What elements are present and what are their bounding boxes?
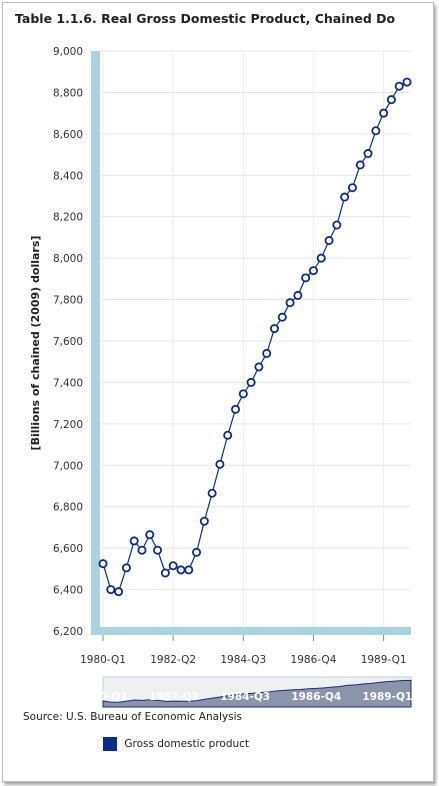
navigator-label: 1980-Q1 [78,691,128,703]
legend-label: Gross domestic product [124,738,250,750]
navigator-label: 1986-Q4 [291,691,341,703]
y-tick-label: 8,600 [53,129,83,141]
data-point[interactable] [254,362,264,372]
data-point[interactable] [277,312,287,322]
data-point[interactable] [355,160,365,170]
data-point[interactable] [347,183,357,193]
y-axis-ticks: 6,200 6,400 6,600 6,800 7,000 7,200 7,400 7,600… [53,46,83,638]
data-point[interactable] [121,563,131,573]
y-tick-label: 7,000 [53,460,83,472]
grid-lines [100,50,411,632]
y-tick-label: 7,600 [53,336,83,348]
data-point[interactable] [394,81,404,91]
y-tick-label: 6,400 [53,585,83,597]
y-axis-label: [Billions of chained (2009) dollars] [29,236,42,451]
data-point[interactable] [238,389,248,399]
x-axis-band [91,627,411,635]
navigator-label: 1984-Q3 [220,691,270,703]
line-chart: 6,200 6,400 6,600 6,800 7,000 7,200 7,400 7,600… [29,46,412,708]
range-navigator[interactable]: 1980-Q1 1982-Q2 1984-Q3 1986-Q4 1989-Q1 [78,676,412,708]
data-point[interactable] [363,149,373,159]
data-point[interactable] [176,565,186,575]
y-tick-label: 6,800 [53,502,83,514]
y-tick-label: 8,000 [53,253,83,265]
data-point[interactable] [192,547,202,557]
series-gross-domestic-product [98,77,412,597]
chart-frame: Table 1.1.6. Real Gross Domestic Product… [2,2,434,782]
navigator-label: 1989-Q1 [362,691,412,703]
data-point[interactable] [371,126,381,136]
data-point[interactable] [402,77,412,87]
data-point[interactable] [114,587,124,597]
y-tick-label: 7,800 [53,295,83,307]
data-point[interactable] [231,404,241,414]
data-point[interactable] [379,108,389,118]
data-point[interactable] [308,266,318,276]
source-note: Source: U.S. Bureau of Economic Analysis [23,711,243,723]
data-point[interactable] [332,220,342,230]
data-point[interactable] [301,273,311,283]
data-point[interactable] [246,377,256,387]
y-axis-band [91,51,100,633]
y-tick-label: 7,200 [53,419,83,431]
y-tick-label: 8,800 [53,87,83,99]
x-tick-label: 1984-Q3 [220,654,266,666]
navigator-label: 1982-Q2 [149,691,199,703]
data-point[interactable] [199,516,209,526]
x-tick-label: 1980-Q1 [80,654,126,666]
data-point[interactable] [153,545,163,555]
data-point[interactable] [293,290,303,300]
x-tick-label: 1986-Q4 [291,654,337,666]
data-point[interactable] [129,536,139,546]
x-axis-ticks: 1980-Q1 1982-Q2 1984-Q3 1986-Q4 1989-Q1 [80,635,407,666]
data-point[interactable] [168,561,178,571]
data-point[interactable] [215,459,225,469]
data-point[interactable] [184,565,194,575]
data-point[interactable] [106,585,116,595]
y-tick-label: 8,200 [53,212,83,224]
y-tick-label: 8,400 [53,170,83,182]
data-point[interactable] [262,348,272,358]
legend-swatch [103,737,117,751]
data-point[interactable] [145,530,155,540]
data-point[interactable] [98,559,108,569]
chart-title: Table 1.1.6. Real Gross Domestic Product… [15,11,396,26]
data-point[interactable] [137,545,147,555]
x-tick-label: 1989-Q1 [361,654,407,666]
data-point[interactable] [160,568,170,578]
y-tick-label: 7,400 [53,377,83,389]
navigator-area [102,679,412,708]
x-tick-label: 1982-Q2 [150,654,196,666]
data-point[interactable] [386,95,396,105]
data-point[interactable] [207,488,217,498]
legend[interactable]: Gross domestic product [103,737,249,751]
y-tick-label: 6,200 [53,626,83,638]
data-point[interactable] [269,324,279,334]
series-line [102,81,408,593]
y-tick-label: 9,000 [53,46,83,58]
data-point[interactable] [340,192,350,202]
data-point[interactable] [316,253,326,263]
y-tick-label: 6,600 [53,543,83,555]
data-point[interactable] [223,430,233,440]
data-point[interactable] [285,298,295,308]
data-point[interactable] [324,236,334,246]
